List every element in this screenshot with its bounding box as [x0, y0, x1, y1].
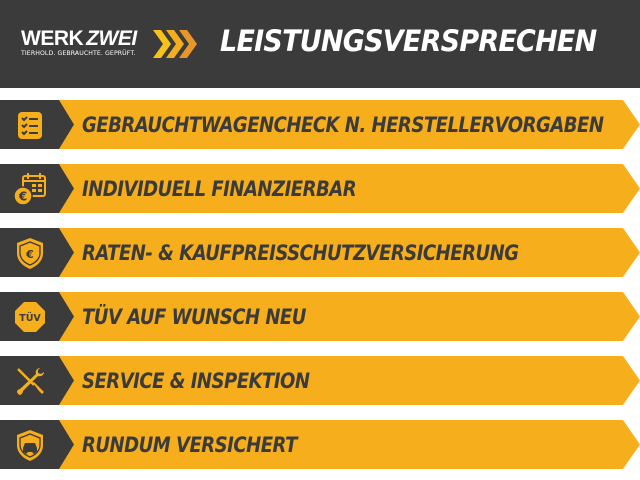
- logo-brand-part2: ZWEI: [86, 27, 137, 50]
- item-label: TÜV AUF WUNSCH NEU: [82, 305, 306, 329]
- page-title: LEISTUNGSVERSPRECHEN: [220, 24, 597, 58]
- tuv-badge-text: TÜV: [19, 313, 41, 324]
- item-label: RUNDUM VERSICHERT: [82, 433, 297, 457]
- list-item: € INDIVIDUELL FINANZIERBAR: [0, 164, 640, 213]
- header: WERK ZWEI TIERHOLD. GEBRAUCHTE. GEPRÜFT. …: [0, 0, 640, 88]
- list-item: SERVICE & INSPEKTION: [0, 356, 640, 405]
- list-item: GEBRAUCHTWAGENCHECK N. HERSTELLERVORGABE…: [0, 100, 640, 149]
- svg-text:€: €: [18, 190, 27, 204]
- tuv-badge-icon: TÜV: [15, 302, 45, 332]
- shield-car-icon: [17, 430, 43, 461]
- item-label: GEBRAUCHTWAGENCHECK N. HERSTELLERVORGABE…: [82, 113, 604, 137]
- checklist-icon: [18, 112, 42, 139]
- item-label: SERVICE & INSPEKTION: [82, 369, 310, 393]
- list-item: TÜV TÜV AUF WUNSCH NEU: [0, 292, 640, 341]
- shield-euro-icon: €: [17, 238, 43, 269]
- list-item: RUNDUM VERSICHERT: [0, 420, 640, 469]
- item-label: INDIVIDUELL FINANZIERBAR: [82, 177, 357, 201]
- svg-text:€: €: [25, 248, 34, 261]
- logo-tagline: TIERHOLD. GEBRAUCHTE. GEPRÜFT.: [21, 50, 136, 57]
- logo-brand: WERK ZWEI: [21, 27, 137, 50]
- logo-brand-part1: WERK: [21, 27, 84, 50]
- wrench-screwdriver-icon: [17, 368, 44, 395]
- item-label: RATEN- & KAUFPREISSCHUTZVERSICHERUNG: [82, 241, 519, 265]
- calendar-euro-icon: €: [13, 173, 46, 206]
- logo: WERK ZWEI TIERHOLD. GEBRAUCHTE. GEPRÜFT.: [21, 27, 137, 58]
- list-item: € RATEN- & KAUFPREISSCHUTZVERSICHERUNG: [0, 228, 640, 277]
- chevrons-icon: [153, 30, 197, 58]
